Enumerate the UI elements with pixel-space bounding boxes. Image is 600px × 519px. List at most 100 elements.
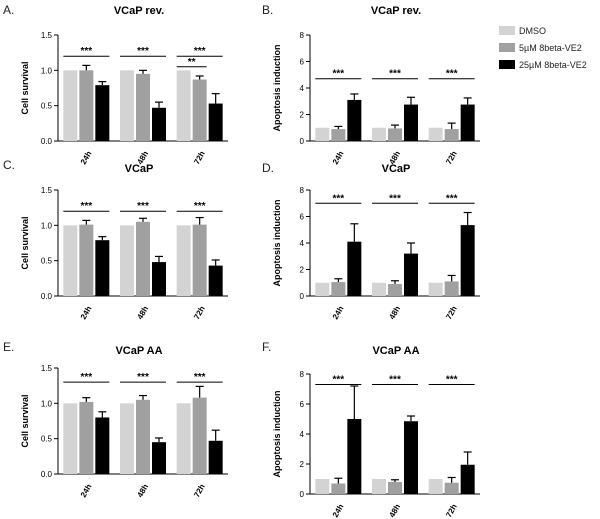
bar <box>347 99 362 141</box>
panel-title: VCaP rev. <box>371 5 421 17</box>
bar <box>315 479 330 494</box>
x-tick-label: 72h <box>444 502 459 519</box>
bar <box>79 70 94 141</box>
y-tick-label: 0.0 <box>41 470 53 479</box>
significance-label: *** <box>80 372 92 383</box>
panel-letter: C. <box>3 158 15 172</box>
y-tick-label: 2 <box>300 460 305 469</box>
y-tick-label: 6 <box>300 213 305 222</box>
y-axis-label: Apoptosis induction <box>272 391 282 478</box>
panel-c: C. VCaP Cell survival 0.0 0.5 1.0 1.5 24h 48h 72h… <box>3 158 228 321</box>
x-tick-label: 24h <box>79 482 94 499</box>
panel-letter: E. <box>3 340 14 354</box>
bar <box>95 85 110 141</box>
bar <box>136 221 150 296</box>
bar <box>404 104 418 141</box>
significance-label: *** <box>137 201 149 212</box>
y-tick-label: 0.0 <box>41 137 53 146</box>
bar <box>95 240 110 296</box>
bar <box>192 79 207 141</box>
significance-label: *** <box>80 46 92 57</box>
y-tick-label: 2 <box>300 266 305 275</box>
y-tick-label: 8 <box>300 31 305 40</box>
significance-label: *** <box>332 375 344 386</box>
y-tick-label: 0 <box>300 490 305 499</box>
bar <box>95 417 110 474</box>
bar <box>388 482 402 494</box>
panel-title: VCaP rev. <box>114 5 164 17</box>
bar <box>152 442 166 474</box>
x-tick-label: 48h <box>387 502 402 519</box>
bar <box>176 225 191 296</box>
panel-letter: F. <box>262 340 271 354</box>
y-tick-label: 6 <box>300 400 305 409</box>
x-tick-label: 72h <box>192 304 207 321</box>
bar <box>208 265 223 296</box>
y-tick-label: 1.5 <box>41 364 53 373</box>
bar <box>388 284 402 296</box>
y-tick-label: 0.5 <box>41 435 53 444</box>
y-axis-label: Apoptosis induction <box>272 45 282 132</box>
bar <box>404 253 418 296</box>
y-tick-label: 1.5 <box>41 31 53 40</box>
legend-label: 25µM 8beta-VE2 <box>519 60 587 70</box>
y-tick-label: 4 <box>300 430 305 439</box>
bar <box>63 70 78 141</box>
significance-label: ** <box>188 57 196 68</box>
legend-swatch <box>499 26 515 35</box>
x-tick-label: 48h <box>135 304 150 321</box>
bar <box>120 225 134 296</box>
y-axis-label: Cell survival <box>20 216 30 269</box>
significance-label: *** <box>80 201 92 212</box>
bar <box>63 403 78 474</box>
panel-title: VCaP <box>382 163 411 175</box>
bar <box>79 401 94 474</box>
y-tick-label: 0 <box>300 137 305 146</box>
bar <box>315 127 330 141</box>
bar <box>460 104 475 141</box>
y-tick-label: 8 <box>300 186 305 195</box>
bar <box>315 282 330 296</box>
panel-title: VCaP <box>125 163 154 175</box>
panel-letter: B. <box>262 3 273 17</box>
x-tick-label: 24h <box>331 304 346 321</box>
panel-title: VCaP AA <box>115 345 162 357</box>
bar <box>404 421 418 494</box>
y-tick-label: 1.0 <box>41 66 53 75</box>
bar <box>152 262 166 296</box>
bar <box>136 73 150 141</box>
panel-title: VCaP AA <box>372 345 419 357</box>
bar <box>372 479 386 494</box>
y-tick-label: 6 <box>300 58 305 67</box>
y-tick-label: 1.0 <box>41 221 53 230</box>
significance-label: *** <box>446 375 458 386</box>
significance-label: *** <box>446 69 458 80</box>
bar <box>208 103 223 141</box>
significance-label: *** <box>137 372 149 383</box>
x-tick-label: 72h <box>444 149 459 166</box>
y-tick-label: 2 <box>300 111 305 120</box>
x-tick-label: 48h <box>135 482 150 499</box>
panel-f: F. VCaP AA Apoptosis induction 0 2 4 6 8 24h 48h 7… <box>262 340 480 519</box>
significance-label: *** <box>332 193 344 204</box>
legend-swatch <box>499 60 515 69</box>
significance-label: *** <box>446 193 458 204</box>
significance-label: *** <box>194 201 206 212</box>
bar <box>444 129 459 141</box>
panels: A. VCaP rev. Cell survival 0.0 0.5 1.0 1.5 24h 4… <box>3 3 480 519</box>
x-tick-label: 24h <box>79 149 94 166</box>
significance-label: *** <box>389 69 401 80</box>
panel-letter: D. <box>262 161 274 175</box>
y-tick-label: 0 <box>300 292 305 301</box>
bar <box>444 281 459 296</box>
bar <box>388 128 402 141</box>
bar <box>176 70 191 141</box>
bar <box>331 282 346 296</box>
bar <box>120 70 134 141</box>
bar <box>428 127 443 141</box>
significance-label: *** <box>389 193 401 204</box>
bar <box>331 483 346 494</box>
